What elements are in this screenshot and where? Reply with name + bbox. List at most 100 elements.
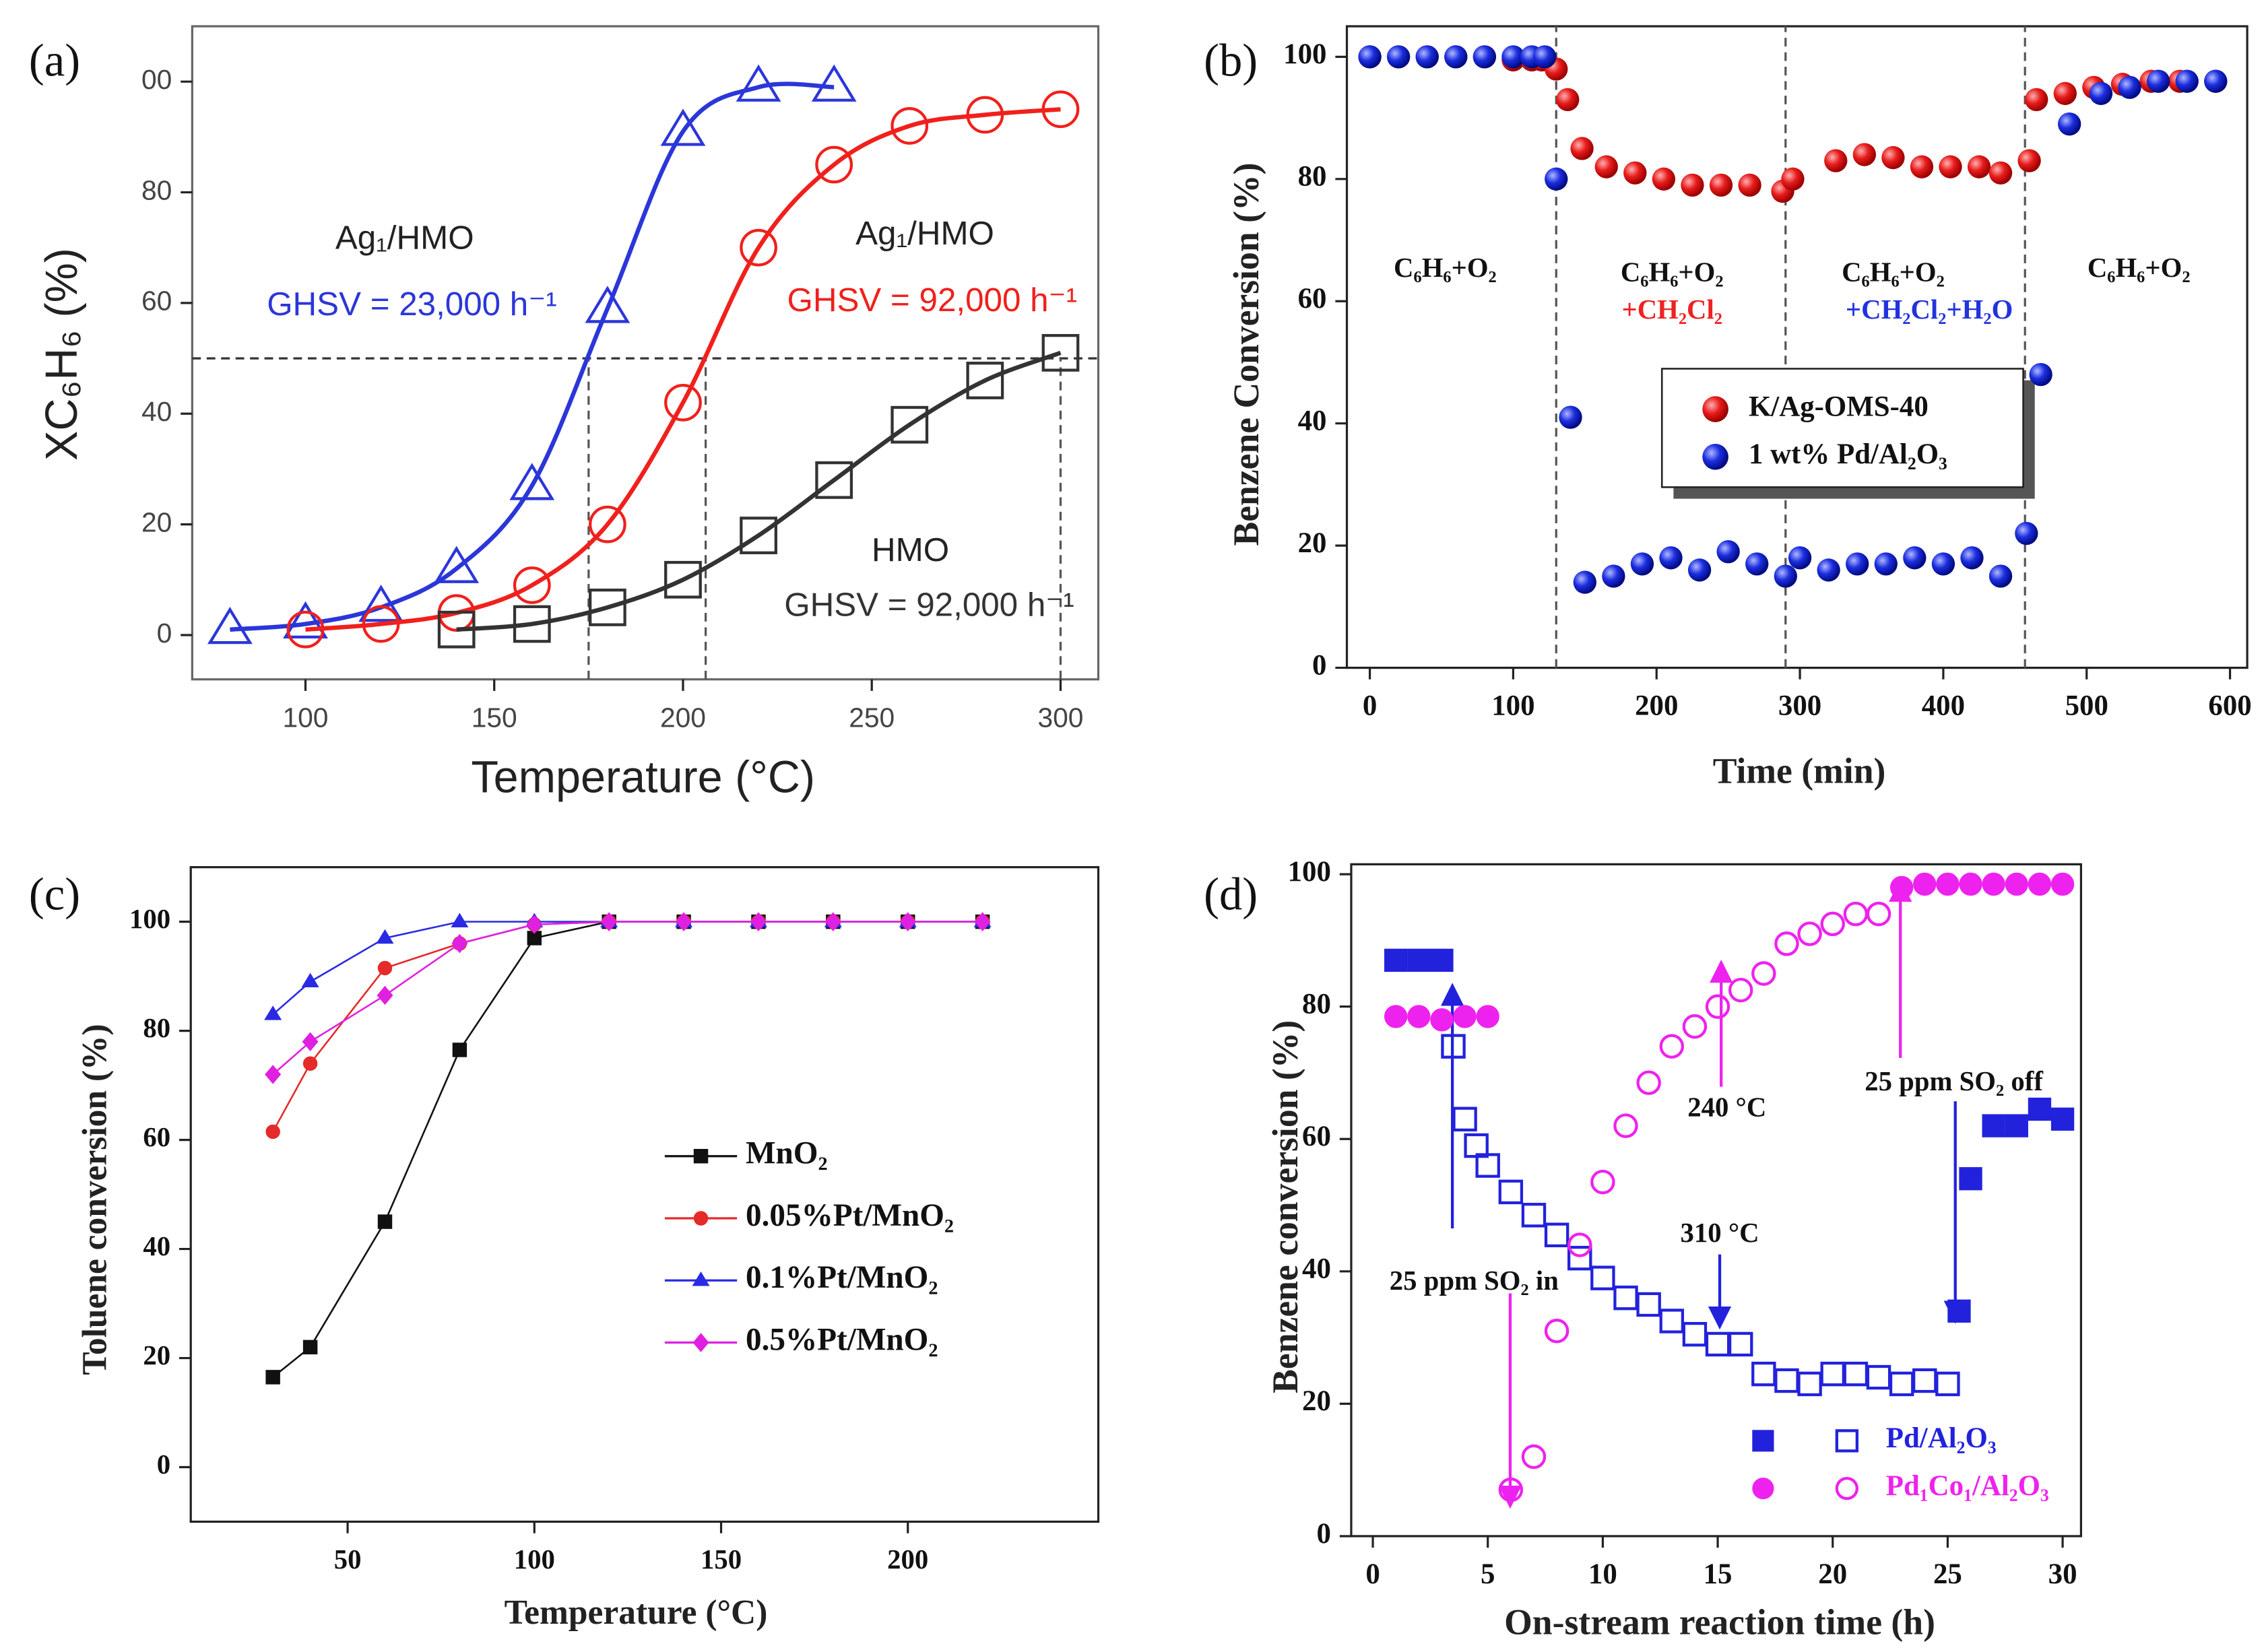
marker bbox=[2175, 69, 2199, 93]
marker bbox=[974, 912, 991, 931]
marker bbox=[1820, 1361, 1845, 1387]
marker bbox=[1903, 546, 1927, 570]
marker bbox=[1452, 1106, 1477, 1131]
marker bbox=[750, 912, 767, 931]
marker bbox=[1567, 1245, 1592, 1271]
marker bbox=[2005, 1114, 2028, 1137]
x-tick-label: 200 bbox=[1635, 690, 1678, 721]
marker bbox=[2028, 1097, 2052, 1121]
marker bbox=[2017, 149, 2041, 172]
x-tick-label: 100 bbox=[282, 702, 328, 733]
marker bbox=[2204, 69, 2228, 93]
legend-marker bbox=[1702, 396, 1728, 422]
y-axis-title: Benzene Conversion (%) bbox=[1226, 163, 1266, 546]
annotation: +CH₂Cl₂+H₂O bbox=[1846, 294, 2013, 325]
marker bbox=[660, 108, 706, 146]
marker bbox=[1384, 1005, 1408, 1028]
annotation: C₆H₆+O₂ bbox=[1621, 257, 1724, 287]
marker bbox=[1567, 1232, 1592, 1257]
marker bbox=[1843, 901, 1869, 927]
legend-label: 0.5%Pt/MnO₂ bbox=[746, 1322, 938, 1357]
annotation: +CH₂Cl₂ bbox=[1621, 294, 1722, 325]
y-tick-label: 20 bbox=[1298, 527, 1327, 559]
series-line bbox=[230, 81, 835, 632]
legend-label: Pd/Al₂O₃ bbox=[1886, 1422, 1997, 1454]
x-tick-label: 300 bbox=[1778, 690, 1821, 721]
marker bbox=[1960, 546, 1984, 570]
marker bbox=[1988, 161, 2013, 185]
marker bbox=[811, 64, 857, 102]
x-tick-label: 100 bbox=[514, 1544, 555, 1575]
marker bbox=[664, 383, 702, 422]
marker bbox=[1738, 173, 1761, 197]
x-tick-label: 25 bbox=[1933, 1558, 1962, 1590]
legend-marker bbox=[692, 1333, 709, 1352]
marker bbox=[2050, 872, 2075, 896]
x-tick-label: 150 bbox=[472, 702, 517, 733]
marker bbox=[1910, 155, 1934, 178]
marker bbox=[1988, 564, 2013, 588]
marker bbox=[899, 912, 916, 931]
marker bbox=[1881, 145, 1905, 170]
marker bbox=[815, 145, 853, 184]
marker bbox=[2005, 872, 2028, 896]
series-line bbox=[305, 107, 1061, 632]
x-tick-label: 15 bbox=[1704, 1558, 1733, 1590]
marker bbox=[1682, 1014, 1708, 1039]
marker bbox=[437, 610, 476, 649]
y-tick-label: 60 bbox=[141, 286, 172, 317]
series-condition: GHSV = 92,000 h⁻¹ bbox=[787, 282, 1078, 319]
y-tick-label: 0 bbox=[1316, 1518, 1330, 1550]
marker bbox=[1521, 1444, 1547, 1469]
plot-frame bbox=[1350, 863, 2082, 1538]
x-tick-label: 50 bbox=[334, 1544, 362, 1575]
y-axis-title: XC₆H₆ (%) bbox=[37, 248, 87, 461]
y-tick-label: 0 bbox=[157, 618, 172, 649]
x-tick-label: 200 bbox=[887, 1544, 928, 1575]
marker bbox=[1570, 137, 1594, 160]
marker bbox=[1931, 552, 1955, 576]
marker bbox=[1594, 155, 1618, 178]
marker bbox=[1556, 88, 1580, 112]
marker bbox=[1472, 45, 1497, 69]
plot-frame bbox=[1345, 25, 2248, 669]
legend-marker bbox=[1835, 1429, 1858, 1453]
x-tick-label: 10 bbox=[1588, 1558, 1617, 1590]
y-tick-label: 20 bbox=[141, 506, 172, 537]
x-tick-label: 500 bbox=[2065, 690, 2108, 721]
panel-label: (a) bbox=[29, 35, 80, 86]
marker bbox=[2050, 1107, 2075, 1131]
marker bbox=[286, 610, 325, 649]
marker bbox=[513, 566, 551, 604]
y-tick-label: 80 bbox=[1298, 161, 1327, 193]
annotation: 310 °C bbox=[1681, 1218, 1759, 1248]
legend-marker bbox=[1835, 1477, 1858, 1500]
marker bbox=[1820, 911, 1845, 937]
marker bbox=[358, 585, 403, 622]
marker bbox=[1947, 1299, 1971, 1323]
marker bbox=[2146, 69, 2170, 93]
marker bbox=[1386, 45, 1411, 69]
marker bbox=[1475, 1153, 1500, 1178]
plot-frame bbox=[189, 866, 1100, 1523]
marker bbox=[1476, 1005, 1499, 1028]
marker bbox=[1623, 161, 1647, 185]
panel-label: (d) bbox=[1204, 869, 1258, 920]
marker bbox=[1709, 173, 1733, 197]
marker bbox=[1630, 552, 1654, 576]
y-tick-label: 20 bbox=[1302, 1385, 1331, 1417]
marker bbox=[377, 985, 393, 1005]
marker bbox=[1982, 872, 2005, 896]
x-tick-label: 300 bbox=[1037, 702, 1083, 733]
marker bbox=[1797, 1371, 1822, 1397]
marker bbox=[1682, 1321, 1708, 1347]
marker bbox=[1705, 1331, 1730, 1357]
series-label: HMO bbox=[872, 531, 949, 568]
y-tick-label: 60 bbox=[1302, 1121, 1331, 1152]
marker bbox=[1384, 948, 1408, 972]
series-line bbox=[272, 921, 983, 1378]
y-tick-label: 0 bbox=[157, 1449, 170, 1480]
marker bbox=[1716, 540, 1740, 564]
marker bbox=[509, 463, 555, 500]
y-tick-label: 40 bbox=[1302, 1253, 1331, 1285]
